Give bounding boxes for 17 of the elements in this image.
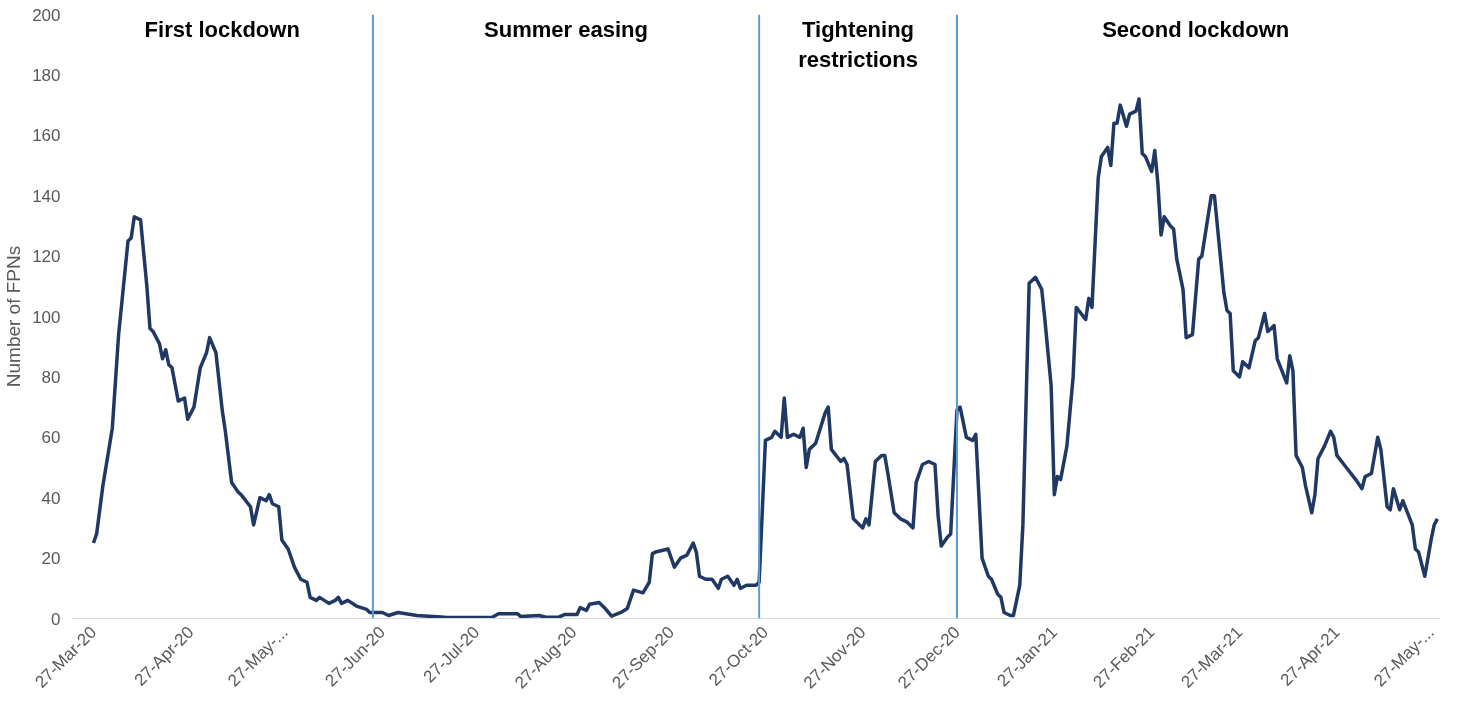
y-tick-label: 160 [32,126,61,146]
annotation: Second lockdown [1102,16,1290,42]
annotation: Summer easing [484,16,648,42]
y-tick-label: 40 [41,488,61,508]
annotation: First lockdown [144,16,300,42]
y-axis-title: Number of FPNs [3,245,25,388]
y-tick-label: 20 [41,549,61,569]
y-tick-label: 180 [32,65,61,85]
y-tick-label: 80 [41,367,61,387]
y-tick-label: 200 [32,5,61,25]
y-tick-label: 140 [32,186,61,206]
y-tick-label: 120 [32,247,61,267]
y-tick-label: 60 [41,428,61,448]
y-tick-label: 100 [32,307,61,327]
y-tick-label: 0 [51,609,61,629]
line-series [91,97,1440,619]
annotation: Tightening restrictions [798,16,918,72]
